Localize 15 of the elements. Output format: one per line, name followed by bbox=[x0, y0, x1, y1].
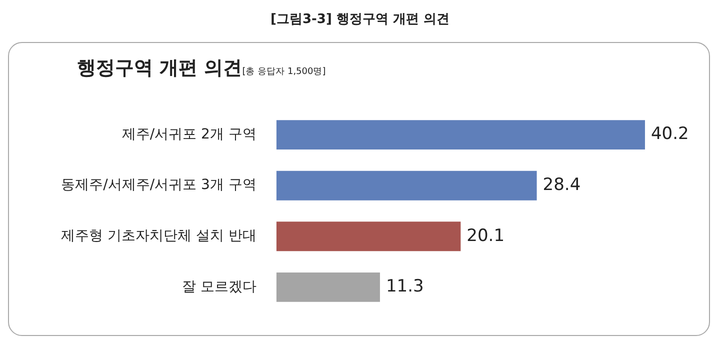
bar bbox=[276, 170, 537, 200]
chart-title: [그림3-3] 행정구역 개편 의견 bbox=[270, 11, 450, 28]
data-label: 40.2 bbox=[650, 124, 689, 144]
chart-subtitle: 행정구역 개편 의견 bbox=[77, 57, 242, 79]
y-tick-label: 제주형 기초자치단체 설치 반대 bbox=[60, 228, 256, 244]
data-label: 11.3 bbox=[386, 276, 424, 297]
data-label: 28.4 bbox=[542, 175, 581, 196]
y-tick-label: 제주/서귀포 2개 구역 bbox=[122, 126, 256, 142]
data-label: 20.1 bbox=[466, 226, 505, 246]
bar bbox=[276, 222, 461, 252]
y-tick-label: 잘 모르겠다 bbox=[182, 278, 256, 295]
text: [총 응답자 1,500명] bbox=[242, 67, 326, 77]
bar bbox=[276, 272, 380, 302]
y-tick-label: 동제주/서제주/서귀포 3개 구역 bbox=[61, 177, 256, 194]
bar bbox=[276, 120, 645, 150]
